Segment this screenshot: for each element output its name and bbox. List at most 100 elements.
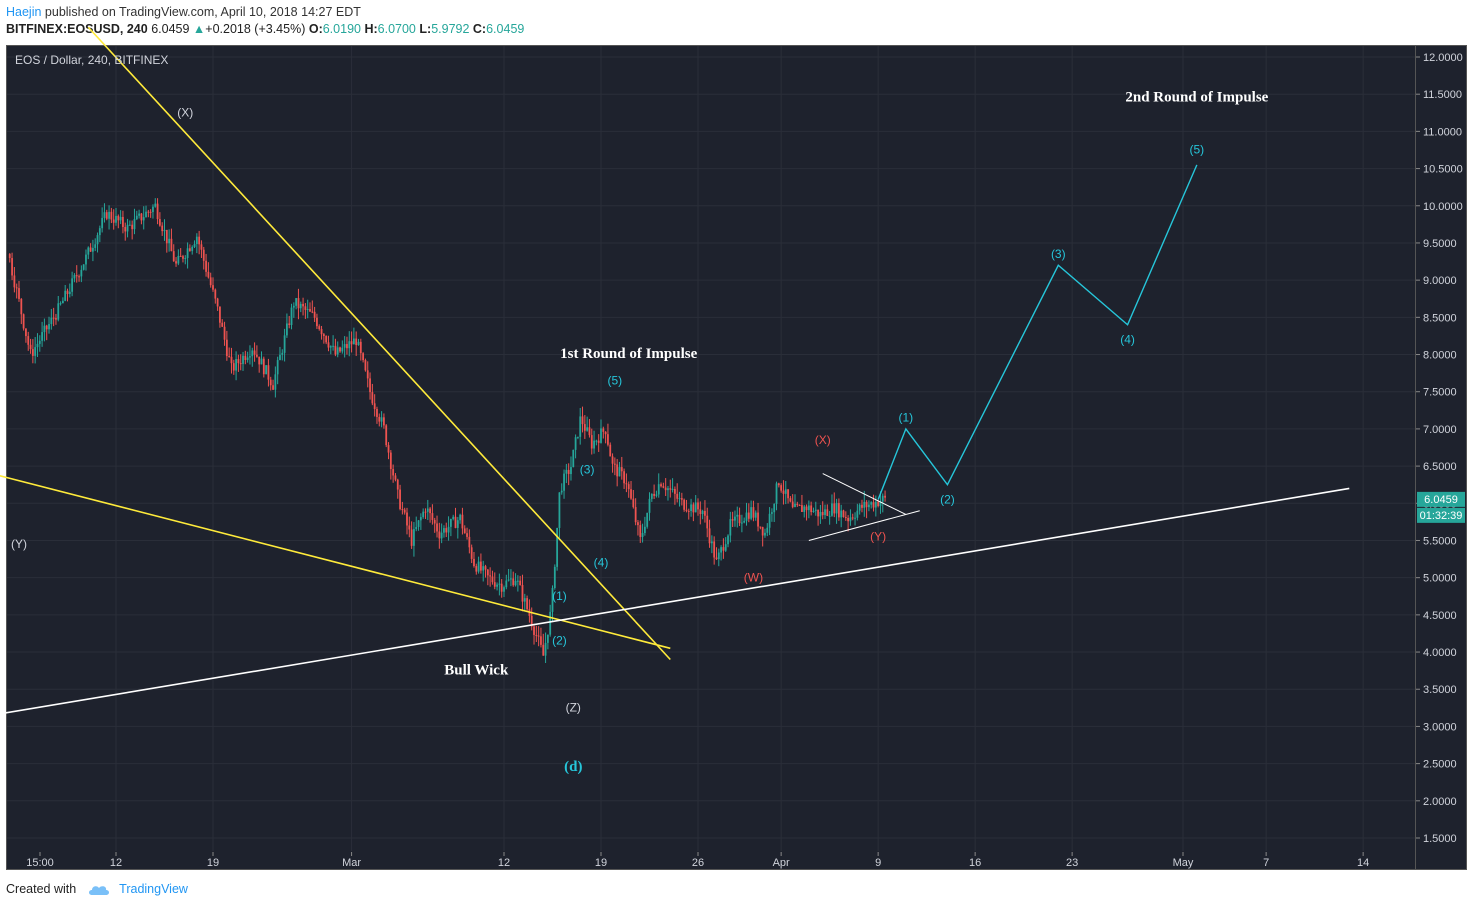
candle-body bbox=[55, 318, 57, 320]
candle-body bbox=[505, 580, 508, 588]
candle-body bbox=[734, 516, 736, 521]
candle-body bbox=[165, 229, 168, 244]
candle-body bbox=[840, 510, 843, 518]
candle-body bbox=[313, 311, 316, 318]
candle-body bbox=[184, 257, 187, 259]
triangle-upper[interactable] bbox=[822, 473, 907, 515]
tradingview-link[interactable]: TradingView bbox=[119, 882, 188, 896]
candle-body bbox=[38, 340, 41, 344]
trendline-support[interactable] bbox=[0, 487, 1350, 715]
candle-body bbox=[105, 212, 108, 219]
triangle-lower[interactable] bbox=[808, 510, 920, 541]
candle-body bbox=[565, 469, 568, 474]
price-badge-text: 6.0459 bbox=[1424, 494, 1458, 506]
candle-body bbox=[787, 489, 789, 499]
ohlc-line: BITFINEX:EOSUSD, 240 6.0459 ▲+0.2018 (+3… bbox=[6, 21, 524, 38]
candle-body bbox=[274, 374, 277, 390]
candle-body bbox=[452, 516, 455, 519]
candle-body bbox=[759, 526, 762, 528]
candle-body bbox=[431, 513, 434, 520]
candle-body bbox=[685, 509, 688, 511]
wave-projection[interactable] bbox=[877, 164, 1198, 500]
candle-body bbox=[92, 247, 94, 252]
candle-body bbox=[630, 489, 632, 499]
candle-body bbox=[279, 354, 281, 361]
candle-body bbox=[408, 525, 411, 530]
wave-label: (Z) bbox=[566, 701, 581, 715]
candle-body bbox=[18, 288, 20, 299]
wave-label: (3) bbox=[1051, 247, 1066, 261]
x-tick-label: 12 bbox=[110, 857, 122, 869]
candle-body bbox=[359, 341, 362, 354]
candle-body bbox=[325, 336, 328, 343]
candle-body bbox=[283, 335, 286, 353]
candle-body bbox=[115, 215, 117, 223]
wave-label: Bull Wick bbox=[444, 662, 509, 678]
wave-label: (3) bbox=[580, 463, 595, 477]
candle-body bbox=[877, 501, 880, 507]
candle-body bbox=[149, 211, 152, 213]
candle-body bbox=[128, 224, 131, 226]
candle-body bbox=[147, 211, 150, 213]
wave-label: (d) bbox=[564, 759, 582, 775]
candle-body bbox=[660, 484, 662, 487]
close-label: C: bbox=[472, 22, 487, 36]
candle-body bbox=[694, 502, 697, 513]
author-link[interactable]: Haejin bbox=[6, 5, 42, 19]
candle-body bbox=[662, 486, 665, 488]
y-tick-label: 9.0000 bbox=[1423, 275, 1457, 287]
candle-body bbox=[480, 561, 482, 571]
candle-body bbox=[784, 489, 787, 494]
candle-body bbox=[98, 228, 101, 236]
wave-label: (W) bbox=[744, 570, 763, 584]
trendline-lower[interactable] bbox=[0, 474, 671, 650]
candle-body bbox=[475, 566, 478, 572]
candle-body bbox=[186, 248, 189, 258]
candle-body bbox=[258, 356, 261, 365]
candle-body bbox=[94, 244, 97, 248]
y-tick-label: 9.5000 bbox=[1423, 238, 1457, 250]
candle-body bbox=[389, 452, 392, 470]
candle-body bbox=[156, 203, 159, 220]
candle-body bbox=[618, 467, 621, 477]
candle-body bbox=[466, 533, 468, 537]
candle-body bbox=[352, 338, 355, 345]
price-axis[interactable] bbox=[1416, 45, 1467, 870]
candle-body bbox=[225, 339, 228, 357]
candle-body bbox=[327, 342, 330, 348]
candle-body bbox=[214, 289, 217, 299]
candle-body bbox=[31, 349, 34, 356]
candle-body bbox=[510, 578, 512, 580]
candle-body bbox=[29, 344, 32, 350]
candle-body bbox=[570, 467, 572, 475]
candle-body bbox=[456, 520, 459, 528]
candle-body bbox=[228, 356, 231, 358]
candle-body bbox=[556, 527, 559, 567]
candle-body bbox=[403, 509, 406, 513]
publish-info: Haejin published on TradingView.com, Apr… bbox=[6, 4, 361, 21]
trendline-upper[interactable] bbox=[87, 26, 671, 661]
candle-body bbox=[824, 509, 826, 516]
candle-body bbox=[563, 473, 565, 491]
chart-pane[interactable] bbox=[6, 45, 1416, 870]
y-tick-label: 6.5000 bbox=[1423, 461, 1457, 473]
candle-body bbox=[600, 428, 602, 443]
candle-body bbox=[401, 509, 404, 511]
candle-body bbox=[715, 557, 718, 560]
x-tick-label: 19 bbox=[207, 857, 219, 869]
candle-body bbox=[773, 503, 776, 513]
candle-body bbox=[868, 504, 870, 508]
candle-body bbox=[394, 475, 397, 480]
wave-label: (4) bbox=[594, 556, 609, 570]
candle-body bbox=[717, 552, 720, 560]
candle-body bbox=[237, 359, 240, 364]
candle-body bbox=[380, 417, 383, 422]
candle-body bbox=[537, 635, 540, 637]
candle-body bbox=[57, 303, 60, 320]
candle-body bbox=[103, 212, 106, 218]
candle-body bbox=[251, 350, 254, 357]
candle-body bbox=[385, 425, 388, 446]
change-value: +0.2018 (+3.45%) bbox=[205, 22, 306, 36]
candle-body bbox=[78, 276, 80, 278]
candle-body bbox=[415, 526, 418, 530]
